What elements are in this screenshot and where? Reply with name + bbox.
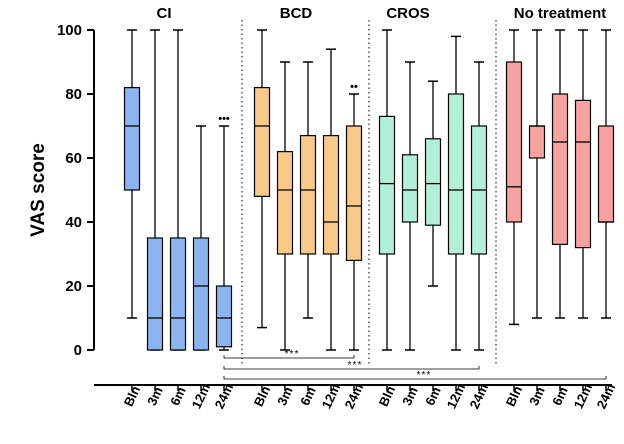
significance-dots: ••• (218, 113, 230, 125)
box-no-treatment-24m (597, 125, 615, 223)
box-no-treatment-3m (528, 125, 546, 159)
box-cros-12m (447, 93, 465, 255)
x-tick-label: 3m (526, 384, 548, 407)
x-tick-label: 3m (274, 384, 296, 407)
y-tick-label: 0 (74, 342, 82, 359)
significance-bracket (223, 355, 355, 359)
y-tick-label: 20 (65, 278, 82, 295)
x-tick-label: Bln (376, 383, 398, 408)
y-tick-label: 60 (65, 150, 82, 167)
significance-label: *** (348, 360, 363, 371)
box-ci-24m (215, 285, 233, 348)
significance-label: *** (417, 370, 432, 381)
x-tick-label: Bln (503, 383, 525, 408)
group-title: No treatment (514, 5, 607, 22)
y-tick-label: 100 (57, 22, 82, 39)
box-bcd-24m (345, 125, 363, 261)
box-cros-3m (401, 154, 419, 223)
group-title: CROS (386, 5, 429, 22)
box-bcd-6m (299, 135, 317, 255)
x-tick-label: Bln (121, 383, 143, 408)
box-bcd-12m (322, 135, 340, 255)
y-tick-label: 40 (65, 214, 82, 231)
x-tick-label: Bln (251, 383, 273, 408)
x-tick-label: 3m (144, 384, 166, 407)
significance-dots: •• (350, 81, 358, 93)
x-tick-label: 6m (422, 384, 444, 407)
y-axis-label: VAS score (28, 143, 49, 237)
box-bcd-Bln (253, 86, 271, 198)
box-ci-3m (146, 237, 164, 351)
box-cros-6m (424, 138, 442, 226)
significance-bracket (223, 376, 607, 380)
y-tick-label: 80 (65, 86, 82, 103)
box-no-treatment-6m (551, 93, 569, 245)
box-no-treatment-Bln (505, 61, 523, 223)
box-ci-6m (169, 237, 187, 351)
significance-bracket (223, 366, 480, 370)
group-title: CI (157, 5, 172, 22)
box-bcd-3m (276, 151, 294, 255)
group-title: BCD (280, 5, 313, 22)
x-tick-label: 6m (167, 384, 189, 407)
box-ci-12m (192, 237, 210, 351)
box-cros-Bln (378, 115, 396, 255)
box-ci-Bln (123, 86, 141, 191)
significance-label: *** (285, 349, 300, 360)
x-tick-label: 3m (399, 384, 421, 407)
box-no-treatment-12m (574, 99, 592, 249)
x-tick-label: 6m (549, 384, 571, 407)
x-tick-label: 6m (297, 384, 319, 407)
